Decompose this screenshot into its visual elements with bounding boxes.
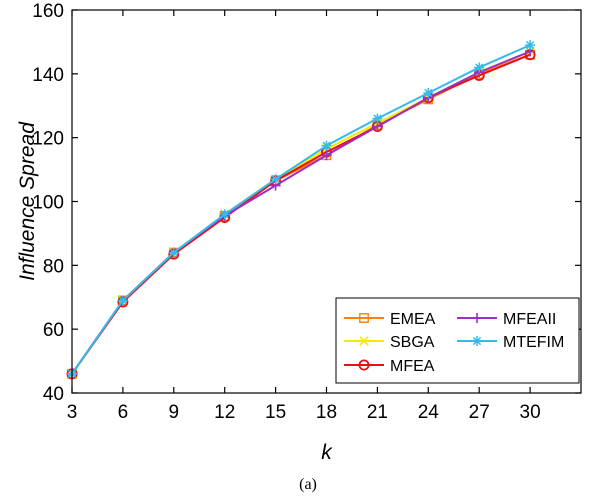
x-tick-label: 30 xyxy=(520,402,541,423)
legend-marker-mfeaii xyxy=(472,313,482,323)
axes-layer: 3 6 9 12 15 18 21 24 27 30 40 60 80 100 120 140 160 k Infl… xyxy=(16,1,582,464)
legend-label-emea: EMEA xyxy=(390,311,436,328)
legend: EMEA SBGA MFEA MFEAII MTEFIM xyxy=(335,297,580,384)
legend-marker-mtefim xyxy=(472,336,482,346)
x-tick-label: 9 xyxy=(169,402,180,423)
data-point-mtefim-9 xyxy=(168,247,179,258)
y-tick-label: 80 xyxy=(43,256,64,277)
data-point-mtefim-21 xyxy=(372,113,383,124)
x-tick-label: 12 xyxy=(214,402,235,423)
series-line-mtefim xyxy=(71,44,531,375)
x-tick-label: 27 xyxy=(469,402,490,423)
legend-label-sbga: SBGA xyxy=(390,334,435,351)
x-tick-label: 6 xyxy=(118,402,129,423)
figure-caption: (a) xyxy=(299,476,317,493)
data-point-mtefim-18 xyxy=(321,140,332,151)
legend-label-mfea: MFEA xyxy=(390,358,435,375)
y-tick-label: 40 xyxy=(43,384,64,405)
x-axis-label: k xyxy=(321,441,333,464)
legend-label-mtefim: MTEFIM xyxy=(503,334,564,351)
legend-item-sbga: SBGA xyxy=(344,334,435,351)
y-tick-label: 140 xyxy=(32,65,64,86)
legend-item-mfea: MFEA xyxy=(344,358,435,375)
y-tick-label: 160 xyxy=(32,1,64,22)
y-axis-label: Influence Spread xyxy=(16,121,39,281)
legend-item-emea: EMEA xyxy=(344,311,436,328)
x-tick-label: 15 xyxy=(265,402,286,423)
legend-marker-emea xyxy=(359,313,369,323)
data-point-mtefim-12 xyxy=(219,209,230,220)
series-layer xyxy=(66,40,536,380)
legend-marker-sbga xyxy=(359,336,369,346)
data-point-mfeaii-18 xyxy=(321,150,332,161)
data-point-mtefim-6 xyxy=(117,295,128,306)
x-tick-label: 21 xyxy=(367,402,388,423)
data-point-mtefim-27 xyxy=(474,62,485,73)
x-tick-label: 18 xyxy=(316,402,337,423)
legend-item-mtefim: MTEFIM xyxy=(457,334,564,351)
x-tick-label: 3 xyxy=(67,402,78,423)
data-point-mtefim-24 xyxy=(423,87,434,98)
data-point-mtefim-30 xyxy=(525,40,536,51)
legend-marker-mfea xyxy=(358,359,370,371)
legend-item-mfeaii: MFEAII xyxy=(457,311,556,328)
y-tick-label: 100 xyxy=(32,193,64,214)
y-tick-label: 60 xyxy=(43,320,64,341)
legend-label-mfeaii: MFEAII xyxy=(503,311,556,328)
x-tick-label: 24 xyxy=(418,402,440,423)
series-line-mfea xyxy=(71,53,531,375)
series-mtefim xyxy=(67,40,536,379)
data-point-mtefim-15 xyxy=(270,174,281,185)
y-tick-label: 120 xyxy=(32,129,64,150)
